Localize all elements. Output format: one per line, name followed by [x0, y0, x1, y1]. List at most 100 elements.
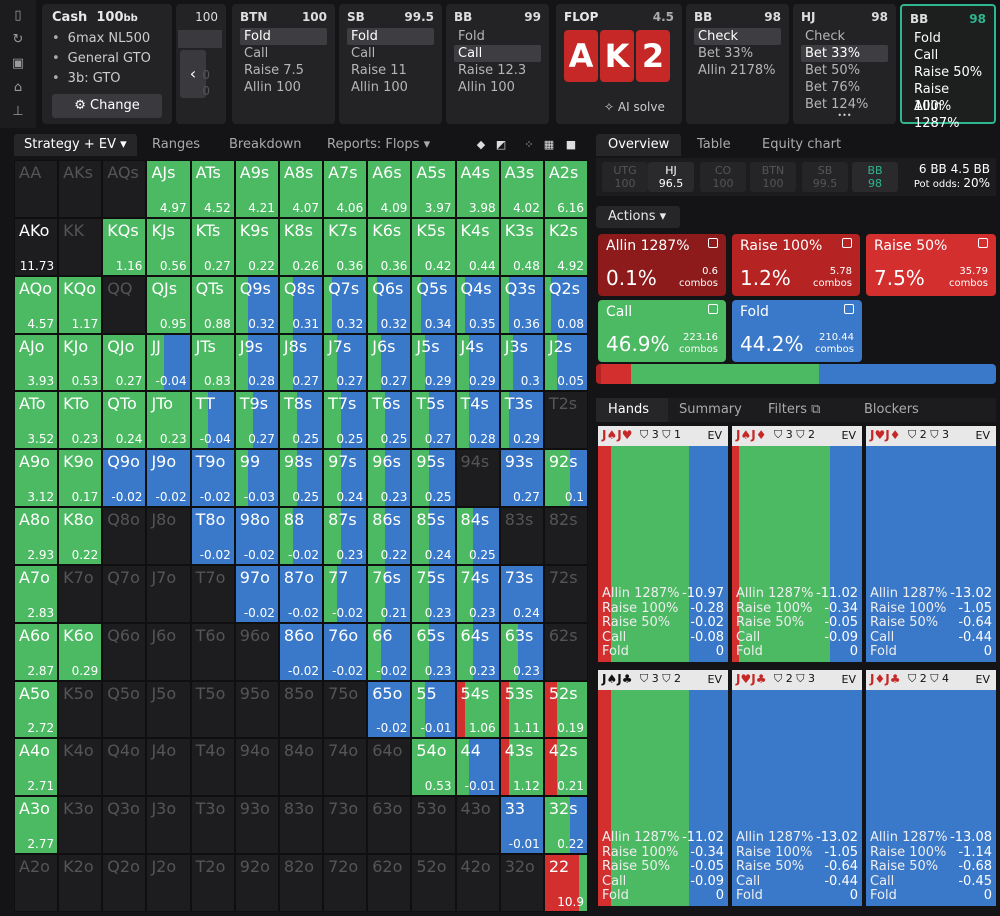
hand-cell[interactable]: J3s 0.3 — [499, 333, 544, 392]
hand-cell[interactable]: A2o — [14, 854, 59, 912]
hand-cell[interactable]: A6s 4.09 — [367, 160, 412, 218]
hand-cell[interactable]: AKs — [58, 160, 103, 218]
action-option[interactable]: Fold — [240, 28, 327, 45]
hand-cell[interactable]: K6s 0.36 — [367, 217, 412, 276]
hand-cell[interactable]: 99 -0.03 — [234, 449, 279, 508]
action-option[interactable]: Raise 11 — [351, 63, 407, 78]
hand-cell[interactable]: TT -0.04 — [190, 391, 235, 450]
hand-cell[interactable]: Q9o -0.02 — [102, 449, 147, 508]
hand-cell[interactable]: J2s 0.05 — [543, 333, 588, 392]
seat-bb[interactable]: BB 98 — [852, 162, 898, 192]
hand-cell[interactable]: 82o — [278, 854, 324, 912]
hand-cell[interactable]: 98s 0.25 — [278, 449, 324, 508]
hand-cell[interactable]: 54o 0.53 — [411, 738, 456, 797]
hand-cell[interactable]: AJo 3.93 — [14, 333, 59, 392]
hand-cell[interactable]: JJ -0.04 — [146, 333, 191, 392]
action-option[interactable]: Call — [244, 46, 269, 61]
hand-cell[interactable]: Q7o — [102, 564, 147, 623]
hand-cell[interactable]: A8o 2.93 — [14, 507, 59, 565]
hand-cell[interactable]: A4s 3.98 — [455, 160, 500, 218]
square-icon[interactable]: ■ — [565, 138, 577, 151]
hand-cell[interactable]: T5s 0.27 — [411, 391, 456, 450]
hand-cell[interactable]: Q8s 0.31 — [278, 275, 324, 334]
hand-cell[interactable]: K4o — [58, 738, 103, 797]
hand-cell[interactable]: T3s 0.29 — [499, 391, 544, 450]
hand-cell[interactable]: J9o -0.02 — [146, 449, 191, 508]
hand-cell[interactable]: J8o — [146, 507, 191, 565]
hand-cell[interactable]: JTs 0.83 — [190, 333, 235, 392]
hand-cell[interactable]: T2s — [543, 391, 588, 450]
hand-cell[interactable]: 63o — [367, 796, 412, 855]
hand-cell[interactable]: KTs 0.27 — [190, 217, 235, 276]
hand-cell[interactable]: J7o — [146, 564, 191, 623]
seat-co[interactable]: CO 100 — [700, 162, 746, 192]
hand-cell[interactable]: 64s 0.23 — [455, 622, 500, 681]
action-option[interactable]: Allin 100 — [351, 80, 408, 95]
action-option[interactable]: Check — [694, 28, 781, 45]
hand-cell[interactable]: 75s 0.23 — [411, 564, 456, 623]
hand-cell[interactable]: A7s 4.06 — [323, 160, 368, 218]
hand-cell[interactable]: T4s 0.28 — [455, 391, 500, 450]
hand-cell[interactable]: K2o — [58, 854, 103, 912]
hand-cell[interactable]: 95o — [234, 680, 279, 739]
action-option[interactable]: Bet 33% — [801, 45, 888, 62]
hand-cell[interactable]: K7s 0.36 — [323, 217, 368, 276]
hand-cell[interactable]: Q5o — [102, 680, 147, 739]
hand-cell[interactable]: A5o 2.72 — [14, 680, 59, 739]
tab-breakdown[interactable]: Breakdown — [229, 137, 302, 152]
hand-cell[interactable]: A9o 3.12 — [14, 449, 59, 508]
hand-cell[interactable]: 77 -0.02 — [323, 564, 368, 623]
tab-table[interactable]: Table — [697, 137, 731, 152]
chevron-left-icon[interactable]: ‹ — [180, 50, 206, 98]
hand-cell[interactable]: K2s 4.92 — [543, 217, 588, 276]
hand-cell[interactable]: 86o -0.02 — [278, 622, 324, 681]
hand-cell[interactable]: 74o — [323, 738, 368, 797]
hand-cell[interactable]: 93s 0.27 — [499, 449, 544, 508]
hand-cell[interactable]: A3o 2.77 — [14, 796, 59, 855]
tab-equity-chart[interactable]: Equity chart — [762, 137, 842, 152]
save-icon[interactable]: ▣ — [11, 56, 25, 71]
hand-cell[interactable]: JTo 0.23 — [146, 391, 191, 450]
hand-cell[interactable]: A8s 4.07 — [278, 160, 324, 218]
grid-icon[interactable]: ▦ — [543, 138, 555, 151]
hand-cell[interactable]: 53o — [411, 796, 456, 855]
hand-cell[interactable]: KQo 1.17 — [58, 275, 103, 334]
action-option[interactable]: Fold — [914, 31, 941, 46]
hand-cell[interactable]: A6o 2.87 — [14, 622, 59, 681]
hand-cell[interactable]: 33 -0.01 — [499, 796, 544, 855]
action-card-3[interactable]: Call 46.9% 223.16 combos — [598, 300, 726, 362]
hand-cell[interactable]: 83o — [278, 796, 324, 855]
hand-cell[interactable]: T5o — [190, 680, 235, 739]
hand-cell[interactable]: KJs 0.56 — [146, 217, 191, 276]
hand-cell[interactable]: 76o -0.02 — [323, 622, 368, 681]
hand-cell[interactable]: 32s 0.22 — [543, 796, 588, 855]
hand-cell[interactable]: A5s 3.97 — [411, 160, 456, 218]
hand-cell[interactable]: 42s 0.21 — [543, 738, 588, 797]
tab-filters[interactable]: Filters ⧉ — [768, 398, 820, 422]
hand-cell[interactable]: T9s 0.27 — [234, 391, 279, 450]
cube-icon[interactable]: ◆ — [476, 138, 486, 151]
hand-cell[interactable]: J8s 0.27 — [278, 333, 324, 392]
hand-cell[interactable]: 73s 0.24 — [499, 564, 544, 623]
hand-cell[interactable]: KK — [58, 217, 103, 276]
hand-cell[interactable]: K3s 0.48 — [499, 217, 544, 276]
hand-cell[interactable]: A2s 6.16 — [543, 160, 588, 218]
hand-cell[interactable]: T6o — [190, 622, 235, 681]
action-option[interactable]: Check — [805, 29, 845, 44]
hand-cell[interactable]: 72o — [323, 854, 368, 912]
hand-cell[interactable]: ATs 4.52 — [190, 160, 235, 218]
hand-cell[interactable]: T7o — [190, 564, 235, 623]
hand-cell[interactable]: 65s 0.23 — [411, 622, 456, 681]
hand-cell[interactable]: 63s 0.23 — [499, 622, 544, 681]
seat-utg[interactable]: UTG 100 — [602, 162, 648, 192]
action-card-1[interactable]: Raise 100% 1.2% 5.78 combos — [732, 234, 860, 296]
hand-cell[interactable]: Q6o — [102, 622, 147, 681]
hand-cell[interactable]: 87s 0.23 — [323, 507, 368, 565]
action-option[interactable]: Bet 50% — [805, 63, 861, 78]
combo-card[interactable]: J♠J♣ ⛉ 3 ⛉ 2 EV Allin 1287% -11.02 Raise 100%… — [598, 670, 728, 906]
actions-dropdown[interactable]: Actions ▾ — [596, 206, 680, 228]
hand-cell[interactable]: 92o — [234, 854, 279, 912]
combo-card[interactable]: J♦J♣ ⛉ 2 ⛉ 4 EV Allin 1287% -13.08 Raise 100%… — [866, 670, 996, 906]
action-option[interactable]: Allin 100 — [244, 80, 301, 95]
action-option[interactable]: Raise 50% — [914, 65, 983, 80]
